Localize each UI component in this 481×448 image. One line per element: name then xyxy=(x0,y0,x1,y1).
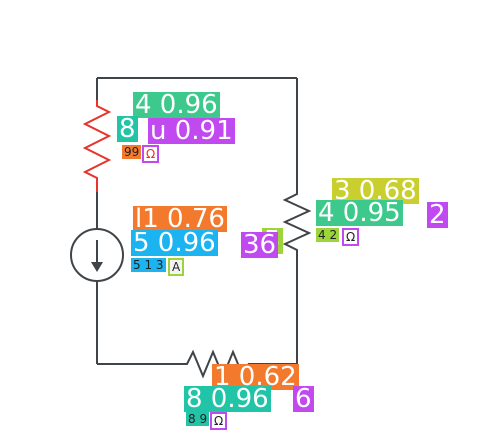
label-r-right-unit: Ω xyxy=(342,228,360,246)
label-r-left-a: 4 0.96 xyxy=(133,90,220,120)
label-source-e: 5 1 3 xyxy=(131,258,166,272)
label-r-right-a: 3 0.68 xyxy=(332,176,419,206)
current-source-arrow-head xyxy=(91,262,103,272)
label-r-left-d: 99 xyxy=(122,145,142,159)
label-r-left-unit: Ω xyxy=(142,145,160,163)
label-source-b: 5 0.96 xyxy=(131,228,218,258)
label-r-left-c: 8 xyxy=(117,114,138,144)
label-r-bottom-a: 1 0.62 xyxy=(212,362,299,392)
label-source-a: l1 0.76 xyxy=(133,204,227,234)
label-r-bottom-c: 6 xyxy=(293,384,314,414)
label-source-c: 36 xyxy=(241,230,279,260)
label-r-bottom-d: 8 9 xyxy=(186,412,210,426)
label-r-right-b: 4 0.95 xyxy=(316,198,403,228)
label-r-bottom-unit: Ω xyxy=(210,412,228,430)
label-source-unit: A xyxy=(168,258,185,276)
label-r-left-b: u 0.91 xyxy=(148,116,235,146)
resistor-left xyxy=(82,100,112,192)
label-r-bottom-b: 8 0.96 xyxy=(184,384,271,414)
resistor-right xyxy=(282,188,312,254)
label-r-right-d: 4 2 xyxy=(316,228,340,242)
label-r-right-c: 2 xyxy=(427,200,448,230)
